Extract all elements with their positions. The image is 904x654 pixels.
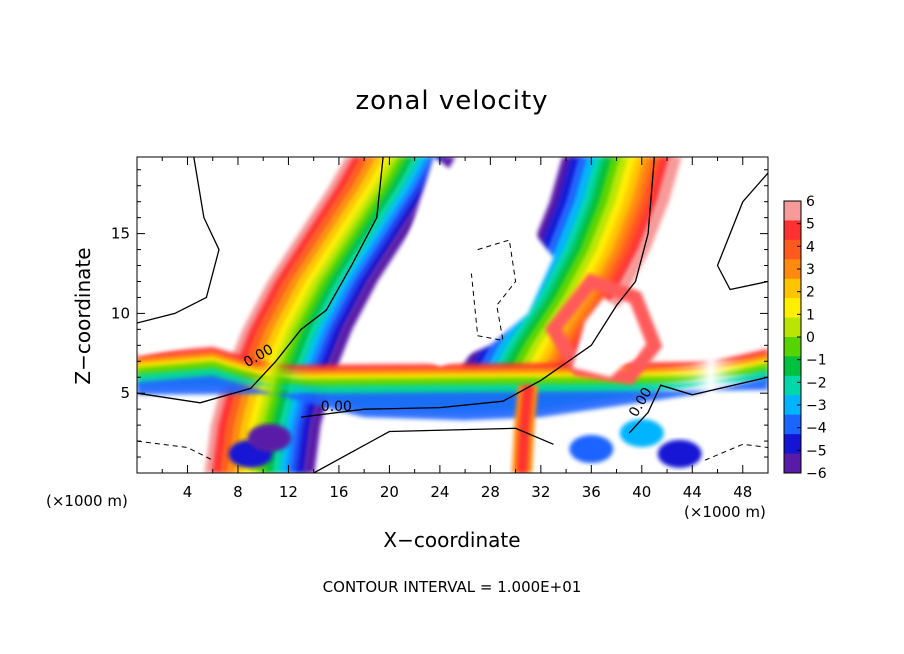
inner-quiet-region [572,297,637,378]
colorbar-label: −3 [806,398,827,414]
colorbar-label: −5 [806,443,827,459]
upper-left-quiet-region [137,157,241,357]
colorbar-swatch [784,298,801,319]
colorbar-swatch [784,278,801,299]
y-axis-ticks: 5 10 15 [111,169,768,458]
surface-negative-cell [619,419,664,448]
x-axis-label: X−coordinate [383,528,521,552]
colorbar-swatch [784,201,801,221]
x-tick-label: 12 [279,483,298,501]
upper-quiet-region [395,157,554,367]
x-tick-label: 44 [683,483,702,501]
colorbar-swatch [784,434,801,455]
x-unit-label-right: (×1000 m) [684,503,766,521]
low-layer-stripe [137,361,768,406]
negative-contour-surface-left [137,440,213,461]
y-tick-label: 10 [111,304,130,322]
surface-negative-cell [569,435,614,464]
x-tick-label: 40 [632,483,651,501]
colorbar-label: 0 [806,330,815,346]
heatmap-field [137,157,768,473]
contour-lines [137,157,768,473]
colorbar-swatch [784,453,801,474]
contour-upper-left [137,157,220,324]
colorbar-label: 1 [806,307,815,323]
negative-contour-dashed [470,239,517,342]
contour-upper-right [716,172,768,291]
y-tick-label: 5 [120,384,130,402]
low-layer-stripe [137,375,768,421]
x-tick-label: 20 [380,483,399,501]
surface-column-core [516,385,534,473]
y-tick-label: 15 [111,225,130,243]
colorbar-swatch [784,414,801,435]
contour-interval-note: CONTOUR INTERVAL = 1.000E+01 [322,578,582,596]
surface-negative-cell [657,439,702,468]
x-tick-label: 16 [329,483,348,501]
colorbar-label: −6 [806,466,827,482]
colorbar-label: 2 [806,285,815,301]
x-unit-label-left: (×1000 m) [46,492,128,510]
colorbar-swatch [784,375,801,396]
colorbar-label: 5 [806,217,815,233]
x-tick-label: 24 [430,483,449,501]
colorbar-swatch [784,356,801,377]
x-tick-label: 8 [233,483,243,501]
x-tick-label: 36 [582,483,601,501]
colorbar-label: 3 [806,262,815,278]
x-axis-ticks: 4 8 12 16 20 24 28 32 36 40 44 48 [161,157,752,501]
low-layer-stripe [137,367,768,413]
upper-right-quiet-region [686,157,768,346]
right-positive-loop [544,273,663,385]
colorbar-label: −2 [806,375,827,391]
negative-contour-surface-right [704,443,768,461]
colorbar-label: 4 [806,239,815,255]
contour-surface [313,427,554,473]
colorbar-label: 6 [806,194,815,210]
x-tick-label: 32 [531,483,550,501]
surface-negative-cell [247,423,292,452]
colorbar: 6 5 4 3 2 1 0 −1 −2 −3 −4 −5 −6 [783,194,827,482]
colorbar-swatch [784,317,801,338]
contour-label: 0.00 [321,399,352,415]
x-tick-label: 28 [481,483,500,501]
colorbar-swatch [784,259,801,280]
colorbar-label: −1 [806,353,827,369]
colorbar-swatch [784,239,801,260]
zero-contour-middle [301,157,656,418]
zero-contour-right [628,376,768,434]
colorbar-label: −4 [806,421,827,437]
zero-contour-left [137,157,384,404]
plot-frame [136,156,769,474]
chart-title: zonal velocity [355,86,549,116]
x-tick-label: 4 [183,483,193,501]
colorbar-swatch [784,220,801,241]
colorbar-swatch [784,337,801,357]
colorbar-swatch [784,395,801,416]
left-band-stripe [303,157,456,473]
x-tick-label: 48 [733,483,752,501]
